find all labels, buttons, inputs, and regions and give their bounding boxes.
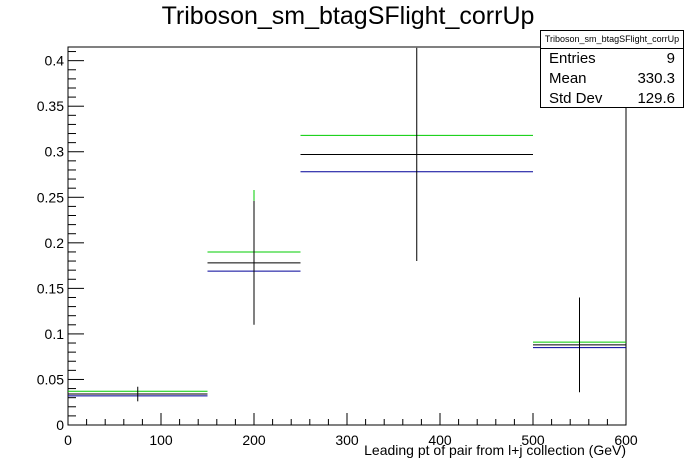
x-tick-label: 0 xyxy=(64,432,72,448)
x-tick-label: 200 xyxy=(242,432,266,448)
stats-value-stddev: 129.6 xyxy=(637,90,675,107)
y-tick-label: 0.2 xyxy=(45,235,65,251)
stats-label-entries: Entries xyxy=(549,50,596,67)
stats-label-stddev: Std Dev xyxy=(549,90,603,107)
stats-box-name: Triboson_sm_btagSFlight_corrUp xyxy=(541,31,683,49)
stats-row-entries: Entries 9 xyxy=(541,49,683,69)
y-tick-label: 0.4 xyxy=(45,53,65,69)
y-tick-label: 0.1 xyxy=(45,326,65,342)
y-tick-label: 0 xyxy=(56,417,64,433)
stats-value-entries: 9 xyxy=(666,50,675,67)
stats-row-stddev: Std Dev 129.6 xyxy=(541,89,683,109)
chart-title: Triboson_sm_btagSFlight_corrUp xyxy=(161,2,535,30)
y-tick-label: 0.05 xyxy=(37,371,64,387)
x-tick-label: 500 xyxy=(521,432,545,448)
stats-label-mean: Mean xyxy=(549,70,587,87)
stats-value-mean: 330.3 xyxy=(637,70,675,87)
x-tick-label: 300 xyxy=(335,432,359,448)
x-tick-label: 400 xyxy=(428,432,452,448)
x-tick-label: 100 xyxy=(149,432,173,448)
y-tick-label: 0.35 xyxy=(37,98,64,114)
x-axis-label: Leading pt of pair from l+j collection (… xyxy=(364,442,626,458)
y-tick-label: 0.25 xyxy=(37,189,64,205)
x-tick-label: 600 xyxy=(614,432,638,448)
y-tick-label: 0.15 xyxy=(37,280,64,296)
stats-row-mean: Mean 330.3 xyxy=(541,69,683,89)
stats-box: Triboson_sm_btagSFlight_corrUp Entries 9… xyxy=(540,30,684,108)
y-tick-label: 0.3 xyxy=(45,144,65,160)
